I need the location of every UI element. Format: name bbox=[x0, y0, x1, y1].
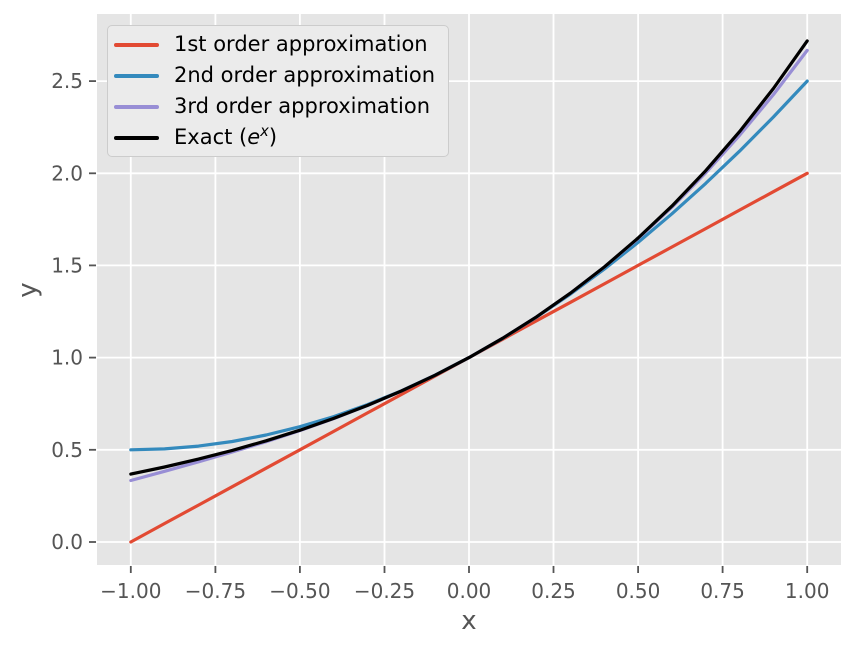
legend-line-swatch-red bbox=[114, 42, 159, 47]
y-tick-label: 0.0 bbox=[51, 530, 83, 554]
legend-item-1st-order: 1st order approximation bbox=[114, 29, 435, 60]
math-italic-e: e bbox=[247, 125, 261, 149]
y-tick-label: 2.5 bbox=[51, 69, 83, 93]
x-tick-label: −1.00 bbox=[100, 579, 161, 603]
x-tick-label: 0.50 bbox=[616, 579, 661, 603]
x-tick-label: −0.25 bbox=[354, 579, 415, 603]
legend-line-swatch-blue bbox=[114, 73, 159, 78]
x-tick-label: 0.25 bbox=[531, 579, 576, 603]
y-axis-label: y bbox=[13, 282, 43, 298]
series-exact bbox=[129, 39, 809, 476]
legend-label-1st-order: 1st order approximation bbox=[174, 32, 428, 56]
y-tick-label: 1.0 bbox=[51, 346, 83, 370]
legend-label-exact: Exact (ex) bbox=[174, 123, 278, 149]
legend-label-3rd-order: 3rd order approximation bbox=[174, 94, 431, 118]
x-tick-label: −0.75 bbox=[185, 579, 246, 603]
y-tick-label: 2.0 bbox=[51, 161, 83, 185]
x-tick-label: 1.00 bbox=[785, 579, 830, 603]
legend-item-3rd-order: 3rd order approximation bbox=[114, 91, 435, 122]
legend-item-exact: Exact (ex) bbox=[114, 122, 435, 153]
y-tick-label: 0.5 bbox=[51, 438, 83, 462]
math-superscript-x: x bbox=[260, 123, 269, 140]
y-tick-label: 1.5 bbox=[51, 253, 83, 277]
x-tick-label: 0.00 bbox=[447, 579, 492, 603]
x-axis-label: x bbox=[461, 606, 477, 636]
x-tick-label: −0.50 bbox=[269, 579, 330, 603]
legend-item-2nd-order: 2nd order approximation bbox=[114, 60, 435, 91]
legend-label-2nd-order: 2nd order approximation bbox=[174, 63, 436, 87]
legend-line-swatch-black bbox=[114, 135, 159, 140]
legend: 1st order approximation 2nd order approx… bbox=[107, 25, 450, 157]
legend-line-swatch-purple bbox=[114, 104, 159, 109]
x-tick-label: 0.75 bbox=[700, 579, 745, 603]
